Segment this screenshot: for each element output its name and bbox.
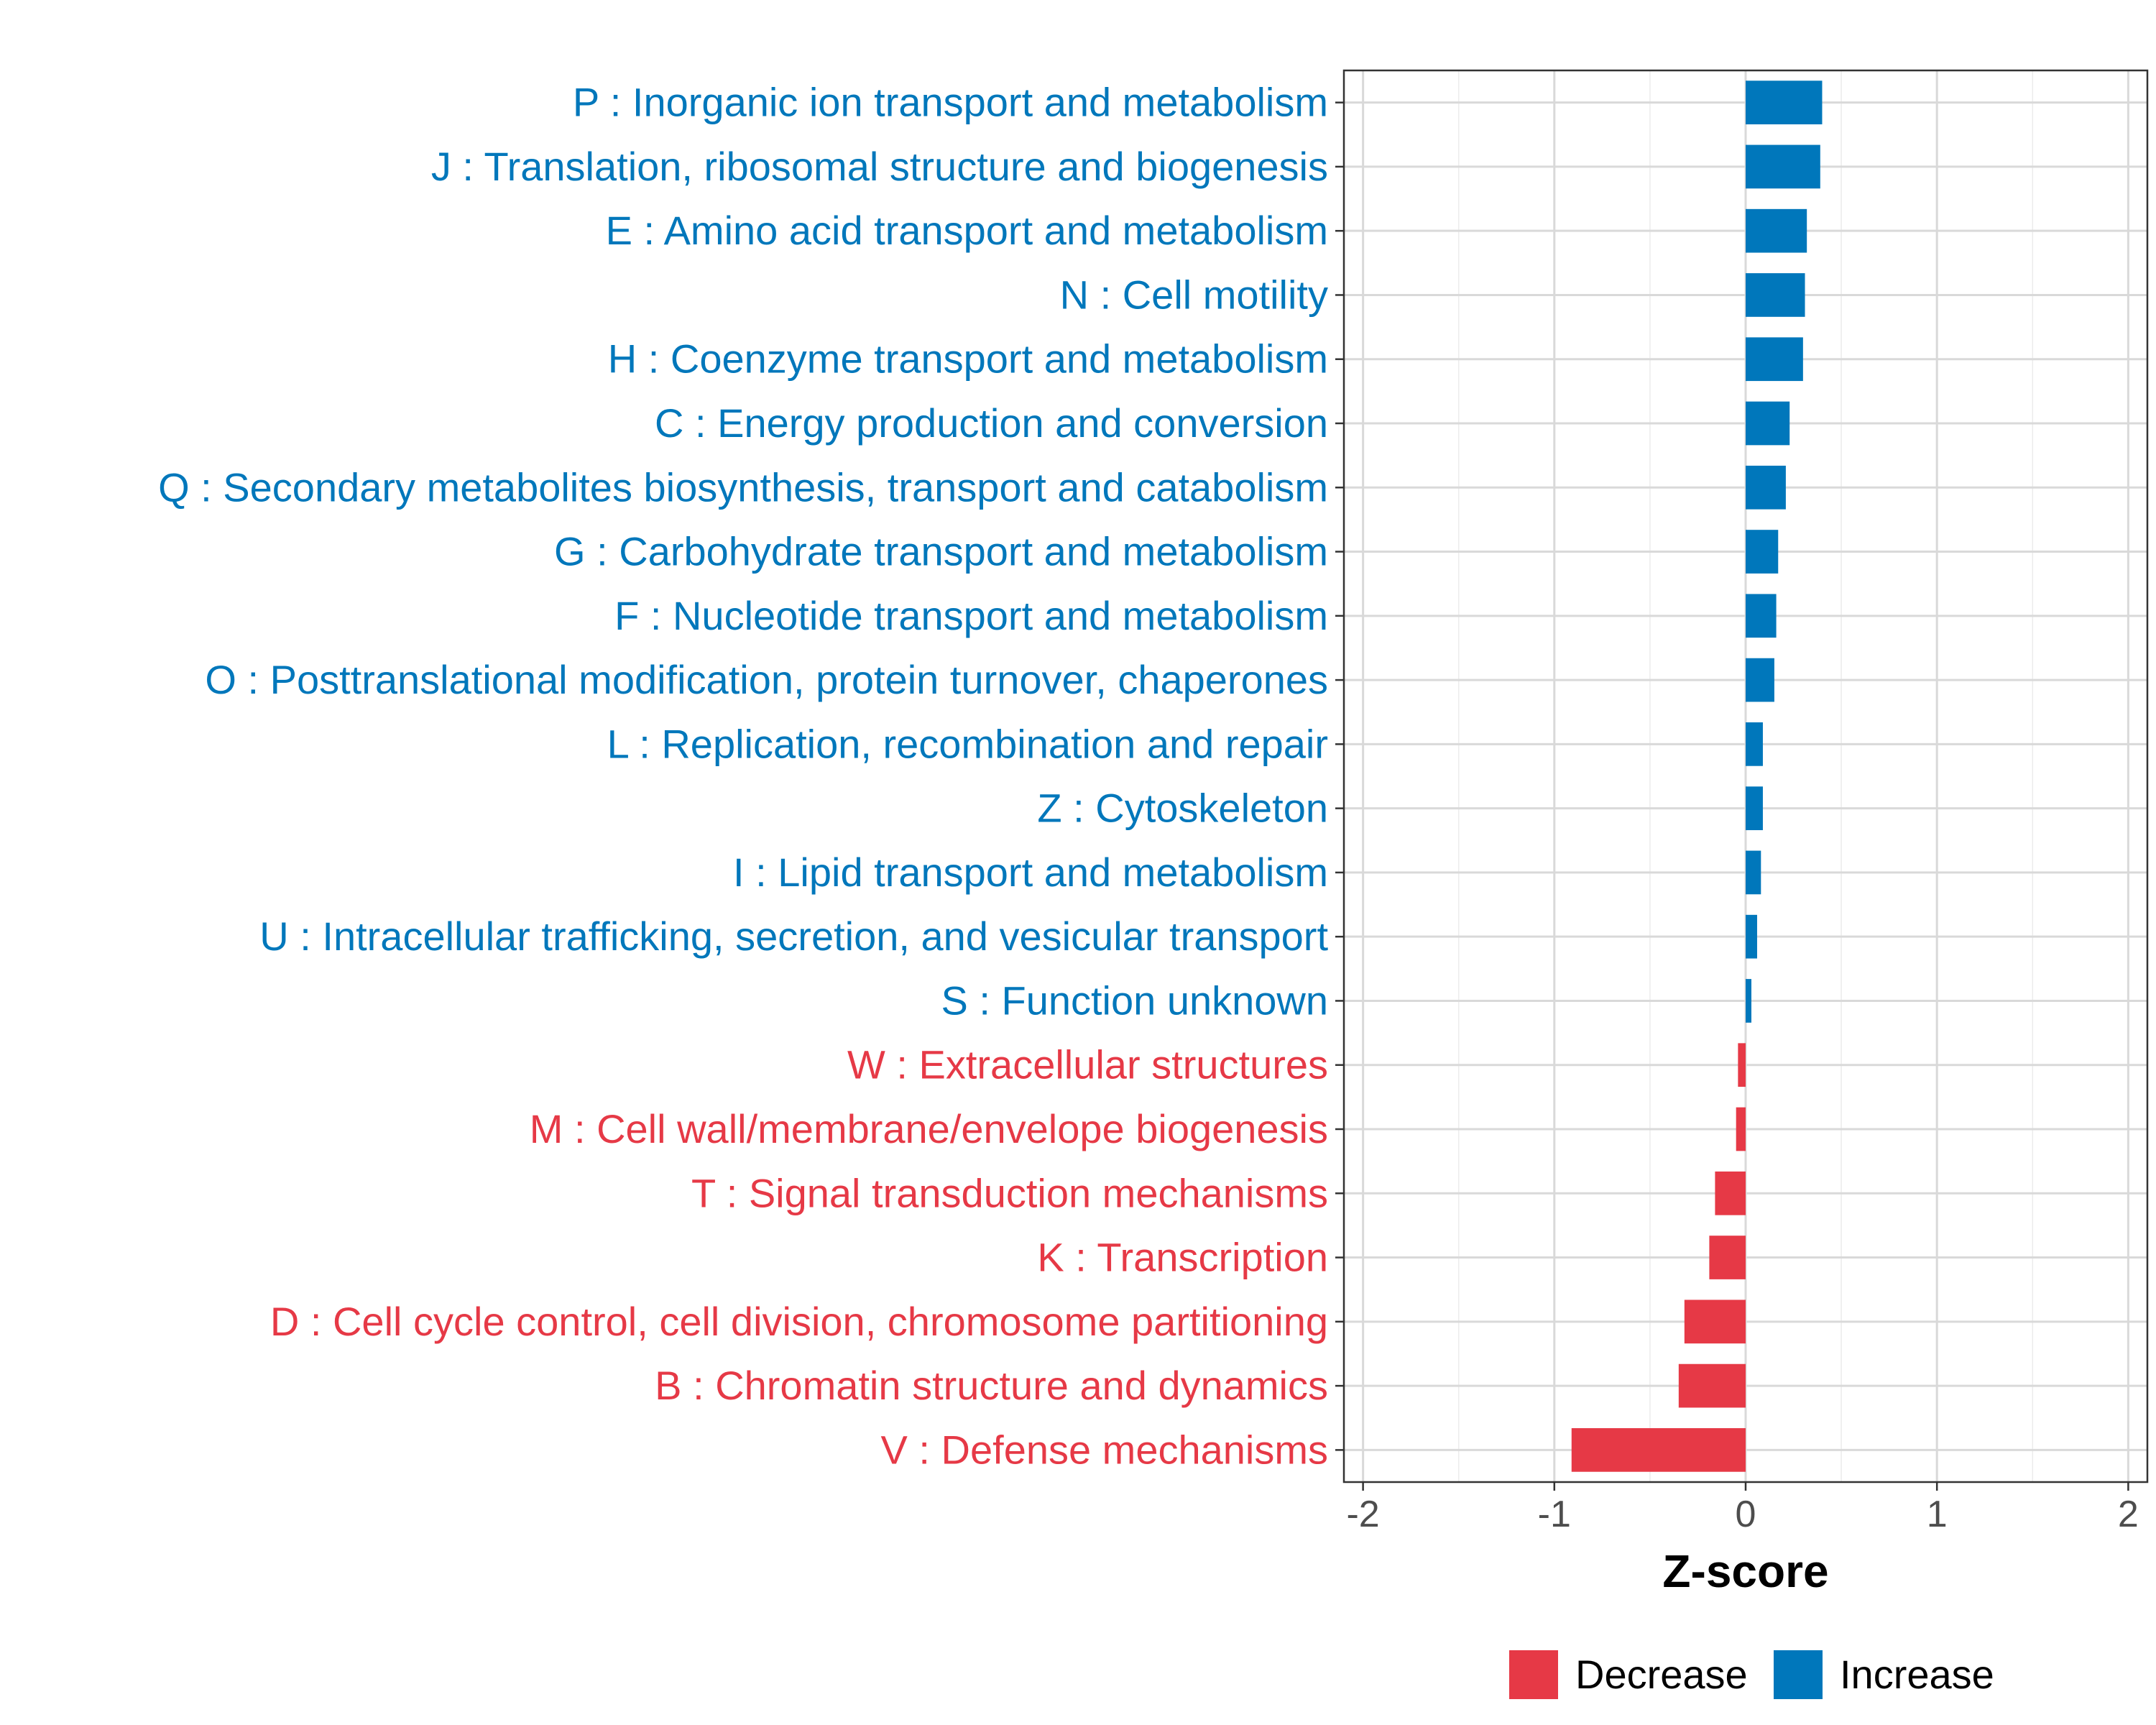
category-label: H : Coenzyme transport and metabolism <box>608 336 1328 382</box>
bar-e <box>1746 208 1807 253</box>
y-axis-ticks <box>1335 101 1344 1451</box>
category-label: T : Signal transduction mechanisms <box>691 1170 1328 1215</box>
x-tick-label: -2 <box>1346 1494 1379 1535</box>
category-label: U : Intracellular trafficking, secretion… <box>259 914 1328 959</box>
category-label: D : Cell cycle control, cell division, c… <box>270 1299 1328 1344</box>
bar-o <box>1746 658 1774 702</box>
y-axis-category-labels: P : Inorganic ion transport and metaboli… <box>158 80 1328 1473</box>
bar-v <box>1571 1428 1746 1472</box>
bar-q <box>1746 465 1786 510</box>
x-axis-ticks: -2 -1 0 1 2 <box>1346 1482 2139 1535</box>
legend-label-increase: Increase <box>1840 1652 1994 1697</box>
bar-t <box>1715 1171 1746 1215</box>
bar-w <box>1738 1043 1746 1087</box>
bar-b <box>1678 1363 1746 1408</box>
bar-n <box>1746 273 1805 317</box>
bar-k <box>1709 1236 1746 1279</box>
bar-u <box>1746 914 1757 959</box>
category-label: B : Chromatin structure and dynamics <box>655 1363 1328 1408</box>
category-label: C : Energy production and conversion <box>655 400 1328 446</box>
category-label: J : Translation, ribosomal structure and… <box>431 144 1328 189</box>
bar-m <box>1736 1107 1746 1151</box>
category-label: S : Function unknown <box>941 978 1328 1023</box>
bar-s <box>1746 979 1751 1023</box>
legend-swatch-increase <box>1774 1650 1823 1699</box>
legend-swatch-decrease <box>1509 1650 1558 1699</box>
x-tick-label: 0 <box>1736 1494 1756 1535</box>
category-label: W : Extracellular structures <box>847 1042 1328 1087</box>
bar-g <box>1746 530 1779 574</box>
category-label: Z : Cytoskeleton <box>1037 786 1328 831</box>
bar-f <box>1746 594 1777 638</box>
category-label: L : Replication, recombination and repai… <box>607 721 1328 766</box>
legend: Decrease Increase <box>1509 1650 1994 1699</box>
x-tick-label: 1 <box>1927 1494 1948 1535</box>
category-label: E : Amino acid transport and metabolism <box>606 208 1328 253</box>
bar-j <box>1746 144 1820 189</box>
category-label: N : Cell motility <box>1060 272 1328 317</box>
category-label: O : Posttranslational modification, prot… <box>205 657 1328 702</box>
bar-p <box>1746 80 1823 124</box>
x-tick-label: 2 <box>2118 1494 2139 1535</box>
legend-label-decrease: Decrease <box>1575 1652 1748 1697</box>
category-label: V : Defense mechanisms <box>881 1427 1328 1472</box>
bar-h <box>1746 337 1803 382</box>
category-label: K : Transcription <box>1037 1235 1328 1280</box>
bar-l <box>1746 722 1763 766</box>
category-label: P : Inorganic ion transport and metaboli… <box>573 80 1328 125</box>
category-label: M : Cell wall/membrane/envelope biogenes… <box>530 1106 1328 1151</box>
category-label: I : Lipid transport and metabolism <box>733 850 1328 895</box>
bar-d <box>1684 1300 1746 1344</box>
category-label: G : Carbohydrate transport and metabolis… <box>554 529 1328 574</box>
category-label: Q : Secondary metabolites biosynthesis, … <box>158 464 1328 510</box>
bar-c <box>1746 401 1790 446</box>
bars <box>1571 80 1823 1472</box>
bar-i <box>1746 850 1761 895</box>
category-label: F : Nucleotide transport and metabolism <box>614 593 1328 638</box>
x-axis-title: Z-score <box>1662 1545 1828 1597</box>
bar-z <box>1746 786 1763 830</box>
x-tick-label: -1 <box>1538 1494 1571 1535</box>
